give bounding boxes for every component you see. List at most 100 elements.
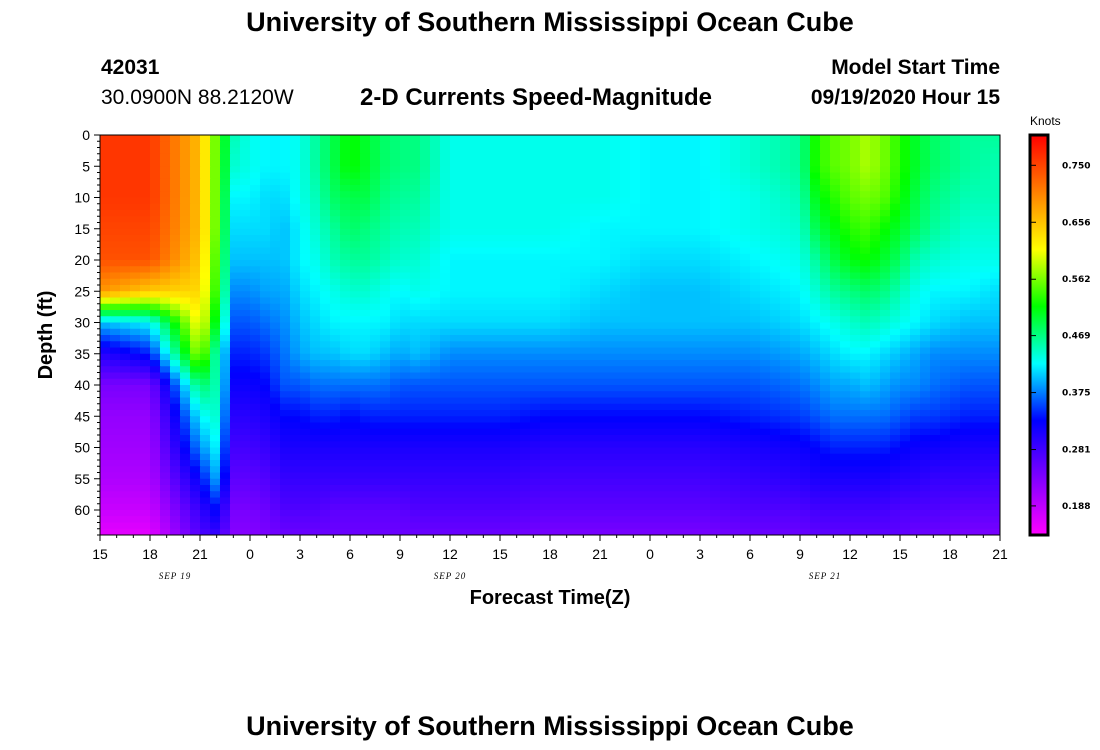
heatmap-cell (890, 241, 901, 249)
heatmap-cell (270, 160, 281, 167)
heatmap-cell (620, 235, 631, 242)
heatmap-cell (740, 447, 751, 455)
heatmap-cell (980, 322, 991, 330)
heatmap-cell (920, 435, 931, 442)
heatmap-cell (760, 360, 771, 367)
heatmap-cell (550, 147, 561, 155)
heatmap-cell (390, 191, 401, 199)
heatmap-cell (190, 453, 201, 461)
heatmap-cell (220, 210, 231, 217)
heatmap-cell (170, 253, 181, 261)
heatmap-cell (810, 191, 821, 199)
heatmap-cell (450, 247, 461, 255)
heatmap-cell (670, 397, 681, 405)
heatmap-cell (880, 147, 891, 155)
heatmap-cell (390, 285, 401, 292)
heatmap-cell (750, 197, 761, 205)
heatmap-cell (690, 441, 701, 449)
heatmap-cell (670, 353, 681, 361)
heatmap-cell (210, 360, 221, 367)
heatmap-cell (680, 297, 691, 305)
heatmap-cell (140, 285, 151, 292)
heatmap-cell (720, 328, 731, 336)
heatmap-cell (740, 316, 751, 324)
heatmap-cell (980, 216, 991, 224)
heatmap-cell (850, 228, 861, 236)
heatmap-cell (160, 172, 171, 180)
heatmap-cell (350, 360, 361, 367)
heatmap-cell (760, 322, 771, 330)
heatmap-cell (550, 453, 561, 461)
heatmap-cell (780, 428, 791, 436)
heatmap-cell (290, 166, 301, 174)
heatmap-cell (830, 197, 841, 205)
heatmap-cell (830, 335, 841, 342)
heatmap-cell (270, 303, 281, 311)
heatmap-cell (720, 297, 731, 305)
heatmap-cell (740, 341, 751, 349)
heatmap-cell (390, 260, 401, 267)
heatmap-cell (890, 391, 901, 399)
heatmap-cell (150, 278, 161, 286)
heatmap-cell (740, 297, 751, 305)
heatmap-cell (950, 360, 961, 367)
heatmap-cell (330, 160, 341, 167)
heatmap-cell (100, 322, 111, 330)
heatmap-cell (590, 185, 601, 192)
heatmap-cell (190, 466, 201, 474)
heatmap-cell (540, 316, 551, 324)
heatmap-cell (820, 403, 831, 411)
heatmap-cell (980, 428, 991, 436)
heatmap-cell (170, 160, 181, 167)
heatmap-cell (520, 141, 531, 149)
heatmap-cell (560, 260, 571, 267)
heatmap-cell (760, 341, 771, 349)
heatmap-cell (280, 222, 291, 230)
heatmap-cell (750, 235, 761, 242)
heatmap-cell (880, 453, 891, 461)
heatmap-cell (420, 191, 431, 199)
heatmap-cell (290, 322, 301, 330)
heatmap-cell (940, 466, 951, 474)
heatmap-cell (470, 391, 481, 399)
heatmap-cell (830, 191, 841, 199)
heatmap-cell (580, 241, 591, 249)
heatmap-cell (480, 422, 491, 430)
heatmap-cell (330, 353, 341, 361)
heatmap-cell (820, 353, 831, 361)
heatmap-cell (250, 341, 261, 349)
heatmap-cell (630, 441, 641, 449)
heatmap-cell (880, 353, 891, 361)
heatmap-cell (300, 435, 311, 442)
heatmap-cell (820, 141, 831, 149)
heatmap-cell (400, 241, 411, 249)
heatmap-cell (170, 435, 181, 442)
heatmap-cell (770, 166, 781, 174)
heatmap-cell (530, 441, 541, 449)
heatmap-cell (520, 472, 531, 480)
heatmap-cell (850, 372, 861, 380)
heatmap-cell (520, 291, 531, 299)
heatmap-cell (830, 347, 841, 355)
heatmap-cell (240, 241, 251, 249)
heatmap-cell (180, 178, 191, 186)
heatmap-cell (310, 316, 321, 324)
heatmap-cell (410, 272, 421, 280)
heatmap-cell (350, 460, 361, 467)
heatmap-cell (370, 372, 381, 380)
heatmap-cell (640, 428, 651, 436)
heatmap-cell (740, 141, 751, 149)
heatmap-cell (450, 241, 461, 249)
heatmap-cell (390, 303, 401, 311)
heatmap-cell (610, 428, 621, 436)
heatmap-cell (100, 303, 111, 311)
heatmap-cell (290, 391, 301, 399)
heatmap-cell (390, 341, 401, 349)
heatmap-cell (980, 153, 991, 161)
heatmap-cell (910, 466, 921, 474)
heatmap-cell (960, 197, 971, 205)
heatmap-cell (500, 478, 511, 486)
heatmap-cell (840, 185, 851, 192)
heatmap-cell (780, 447, 791, 455)
heatmap-cell (260, 253, 271, 261)
